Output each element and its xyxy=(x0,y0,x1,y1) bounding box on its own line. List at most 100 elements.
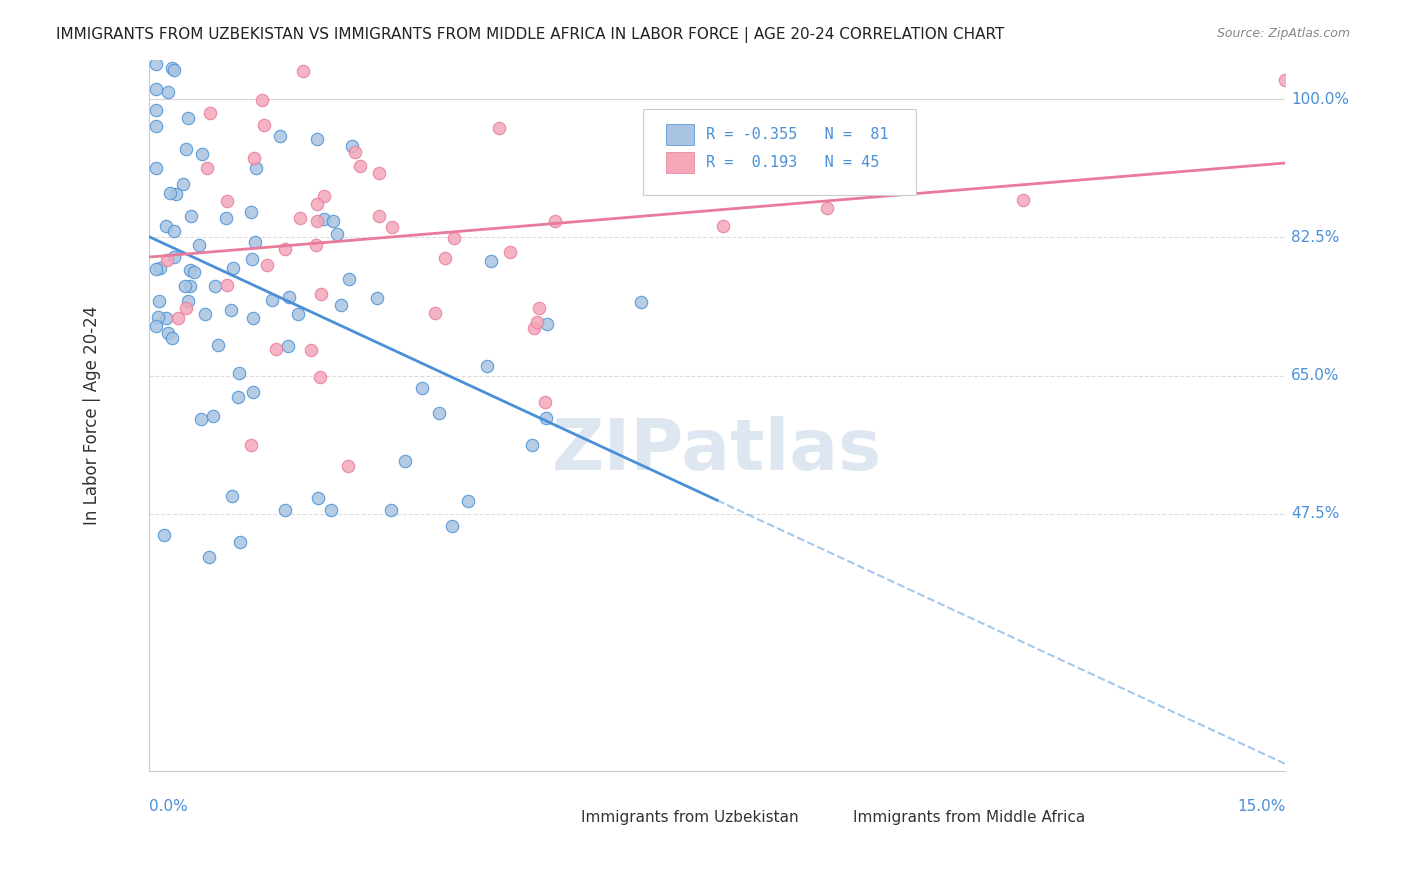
Point xyxy=(145,161,167,175)
Point xyxy=(145,103,167,118)
Point xyxy=(443,231,465,245)
Point xyxy=(427,406,450,420)
Point xyxy=(711,219,734,233)
Point xyxy=(173,279,195,293)
Point xyxy=(240,252,263,266)
Point xyxy=(274,242,297,256)
Point xyxy=(499,244,522,259)
Point xyxy=(394,454,416,468)
Point xyxy=(336,459,359,474)
Point xyxy=(277,290,299,304)
Point xyxy=(748,144,770,158)
Text: 15.0%: 15.0% xyxy=(1237,799,1285,814)
Point xyxy=(207,338,229,352)
Point xyxy=(145,120,167,134)
Point xyxy=(299,343,322,357)
Point xyxy=(217,194,239,209)
Point xyxy=(183,265,205,279)
Point xyxy=(159,186,181,201)
Point xyxy=(288,211,311,225)
Point xyxy=(172,177,194,191)
Point xyxy=(145,262,167,277)
Point xyxy=(243,151,266,165)
Point xyxy=(195,161,218,176)
Point xyxy=(367,210,389,224)
Point xyxy=(312,212,335,227)
Point xyxy=(162,224,184,238)
Point xyxy=(479,253,502,268)
Point xyxy=(423,306,446,320)
Point xyxy=(242,311,264,326)
Text: 0.0%: 0.0% xyxy=(149,799,187,814)
Point xyxy=(228,534,250,549)
Text: In Labor Force | Age 20-24: In Labor Force | Age 20-24 xyxy=(83,306,101,524)
Point xyxy=(305,214,328,228)
Text: 100.0%: 100.0% xyxy=(1291,92,1348,107)
Point xyxy=(325,227,347,241)
Point xyxy=(180,209,202,223)
Point xyxy=(367,165,389,179)
Point xyxy=(155,219,177,233)
Point xyxy=(815,201,838,215)
Point xyxy=(145,57,167,71)
Point xyxy=(307,196,329,211)
Point xyxy=(145,82,167,96)
Point xyxy=(157,326,180,341)
Point xyxy=(146,310,169,324)
Point xyxy=(1274,72,1296,87)
Point xyxy=(174,301,197,316)
Point xyxy=(319,503,342,517)
Point xyxy=(256,258,278,272)
Point xyxy=(177,293,200,308)
Point xyxy=(221,489,243,503)
Point xyxy=(155,311,177,326)
Text: Immigrants from Middle Africa: Immigrants from Middle Africa xyxy=(853,810,1085,825)
Point xyxy=(308,370,330,384)
Point xyxy=(457,494,479,508)
FancyBboxPatch shape xyxy=(666,124,695,145)
FancyBboxPatch shape xyxy=(643,110,915,194)
Point xyxy=(252,93,274,107)
Point xyxy=(219,302,242,317)
Point xyxy=(381,219,404,234)
Point xyxy=(215,278,238,293)
Point xyxy=(277,339,299,353)
Point xyxy=(411,381,433,395)
Point xyxy=(523,321,546,335)
Point xyxy=(340,139,363,153)
Point xyxy=(163,250,186,264)
Point xyxy=(434,251,457,265)
Point xyxy=(179,279,201,293)
Point xyxy=(204,279,226,293)
Point xyxy=(269,129,291,144)
Point xyxy=(228,367,250,381)
Point xyxy=(322,213,344,227)
Point xyxy=(198,550,221,565)
Text: R =  0.193   N = 45: R = 0.193 N = 45 xyxy=(706,155,879,170)
Point xyxy=(533,395,555,409)
Point xyxy=(191,147,214,161)
Point xyxy=(337,272,360,286)
Point xyxy=(544,214,567,228)
Point xyxy=(305,132,328,146)
Point xyxy=(156,252,179,267)
Point xyxy=(245,161,267,175)
FancyBboxPatch shape xyxy=(797,803,839,821)
Point xyxy=(167,310,190,325)
Point xyxy=(309,287,332,301)
Point xyxy=(1012,193,1035,207)
Text: 65.0%: 65.0% xyxy=(1291,368,1340,384)
Point xyxy=(222,261,245,276)
Point xyxy=(163,63,186,78)
Point xyxy=(312,188,335,202)
Point xyxy=(475,359,498,373)
Point xyxy=(160,331,183,345)
Point xyxy=(243,235,266,249)
Point xyxy=(202,409,225,423)
Point xyxy=(291,64,314,78)
Text: R = -0.355   N =  81: R = -0.355 N = 81 xyxy=(706,127,889,142)
Point xyxy=(160,61,183,75)
Text: 47.5%: 47.5% xyxy=(1291,507,1340,522)
Point xyxy=(440,37,463,51)
Point xyxy=(177,111,200,125)
